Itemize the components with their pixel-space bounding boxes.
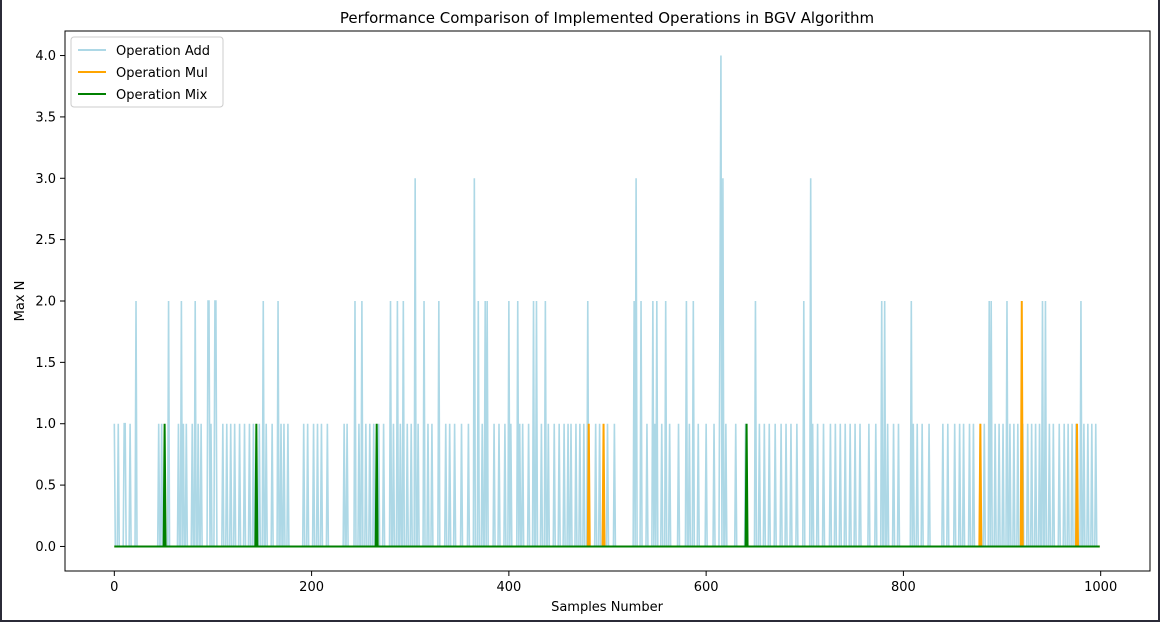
x-tick-label: 200 (299, 580, 324, 595)
y-axis: 0.0 0.5 1.0 1.5 2.0 2.5 3.0 3.5 4.0 (35, 49, 65, 555)
y-tick-label: 3.0 (35, 172, 56, 187)
series-layer (113, 55, 1100, 548)
x-tick-label: 400 (496, 580, 521, 595)
x-axis: 0 200 400 600 800 1000 (110, 571, 1117, 595)
x-axis-title: Samples Number (551, 600, 664, 615)
series-line-mix (114, 423, 1100, 548)
y-tick-label: 2.0 (35, 295, 56, 310)
legend: Operation Add Operation Mul Operation Mi… (70, 36, 224, 108)
y-tick-label: 3.5 (35, 110, 56, 125)
x-tick-label: 800 (891, 580, 916, 595)
y-axis-title: Max N (13, 281, 28, 322)
x-tick-label: 0 (110, 580, 118, 595)
x-tick-label: 600 (694, 580, 719, 595)
chart-title: Performance Comparison of Implemented Op… (340, 9, 874, 27)
y-tick-label: 0.5 (35, 479, 56, 494)
legend-entry-add: Operation Add (116, 44, 210, 59)
legend-box (70, 36, 224, 108)
plot-area (64, 30, 1151, 572)
y-tick-label: 1.5 (35, 356, 56, 371)
y-tick-label: 1.0 (35, 417, 56, 432)
x-tick-label: 1000 (1084, 580, 1117, 595)
y-tick-label: 4.0 (35, 49, 56, 64)
legend-entry-mul: Operation Mul (116, 66, 208, 81)
y-tick-label: 2.5 (35, 233, 56, 248)
y-tick-label: 0.0 (35, 540, 56, 555)
legend-entry-mix: Operation Mix (116, 88, 208, 103)
